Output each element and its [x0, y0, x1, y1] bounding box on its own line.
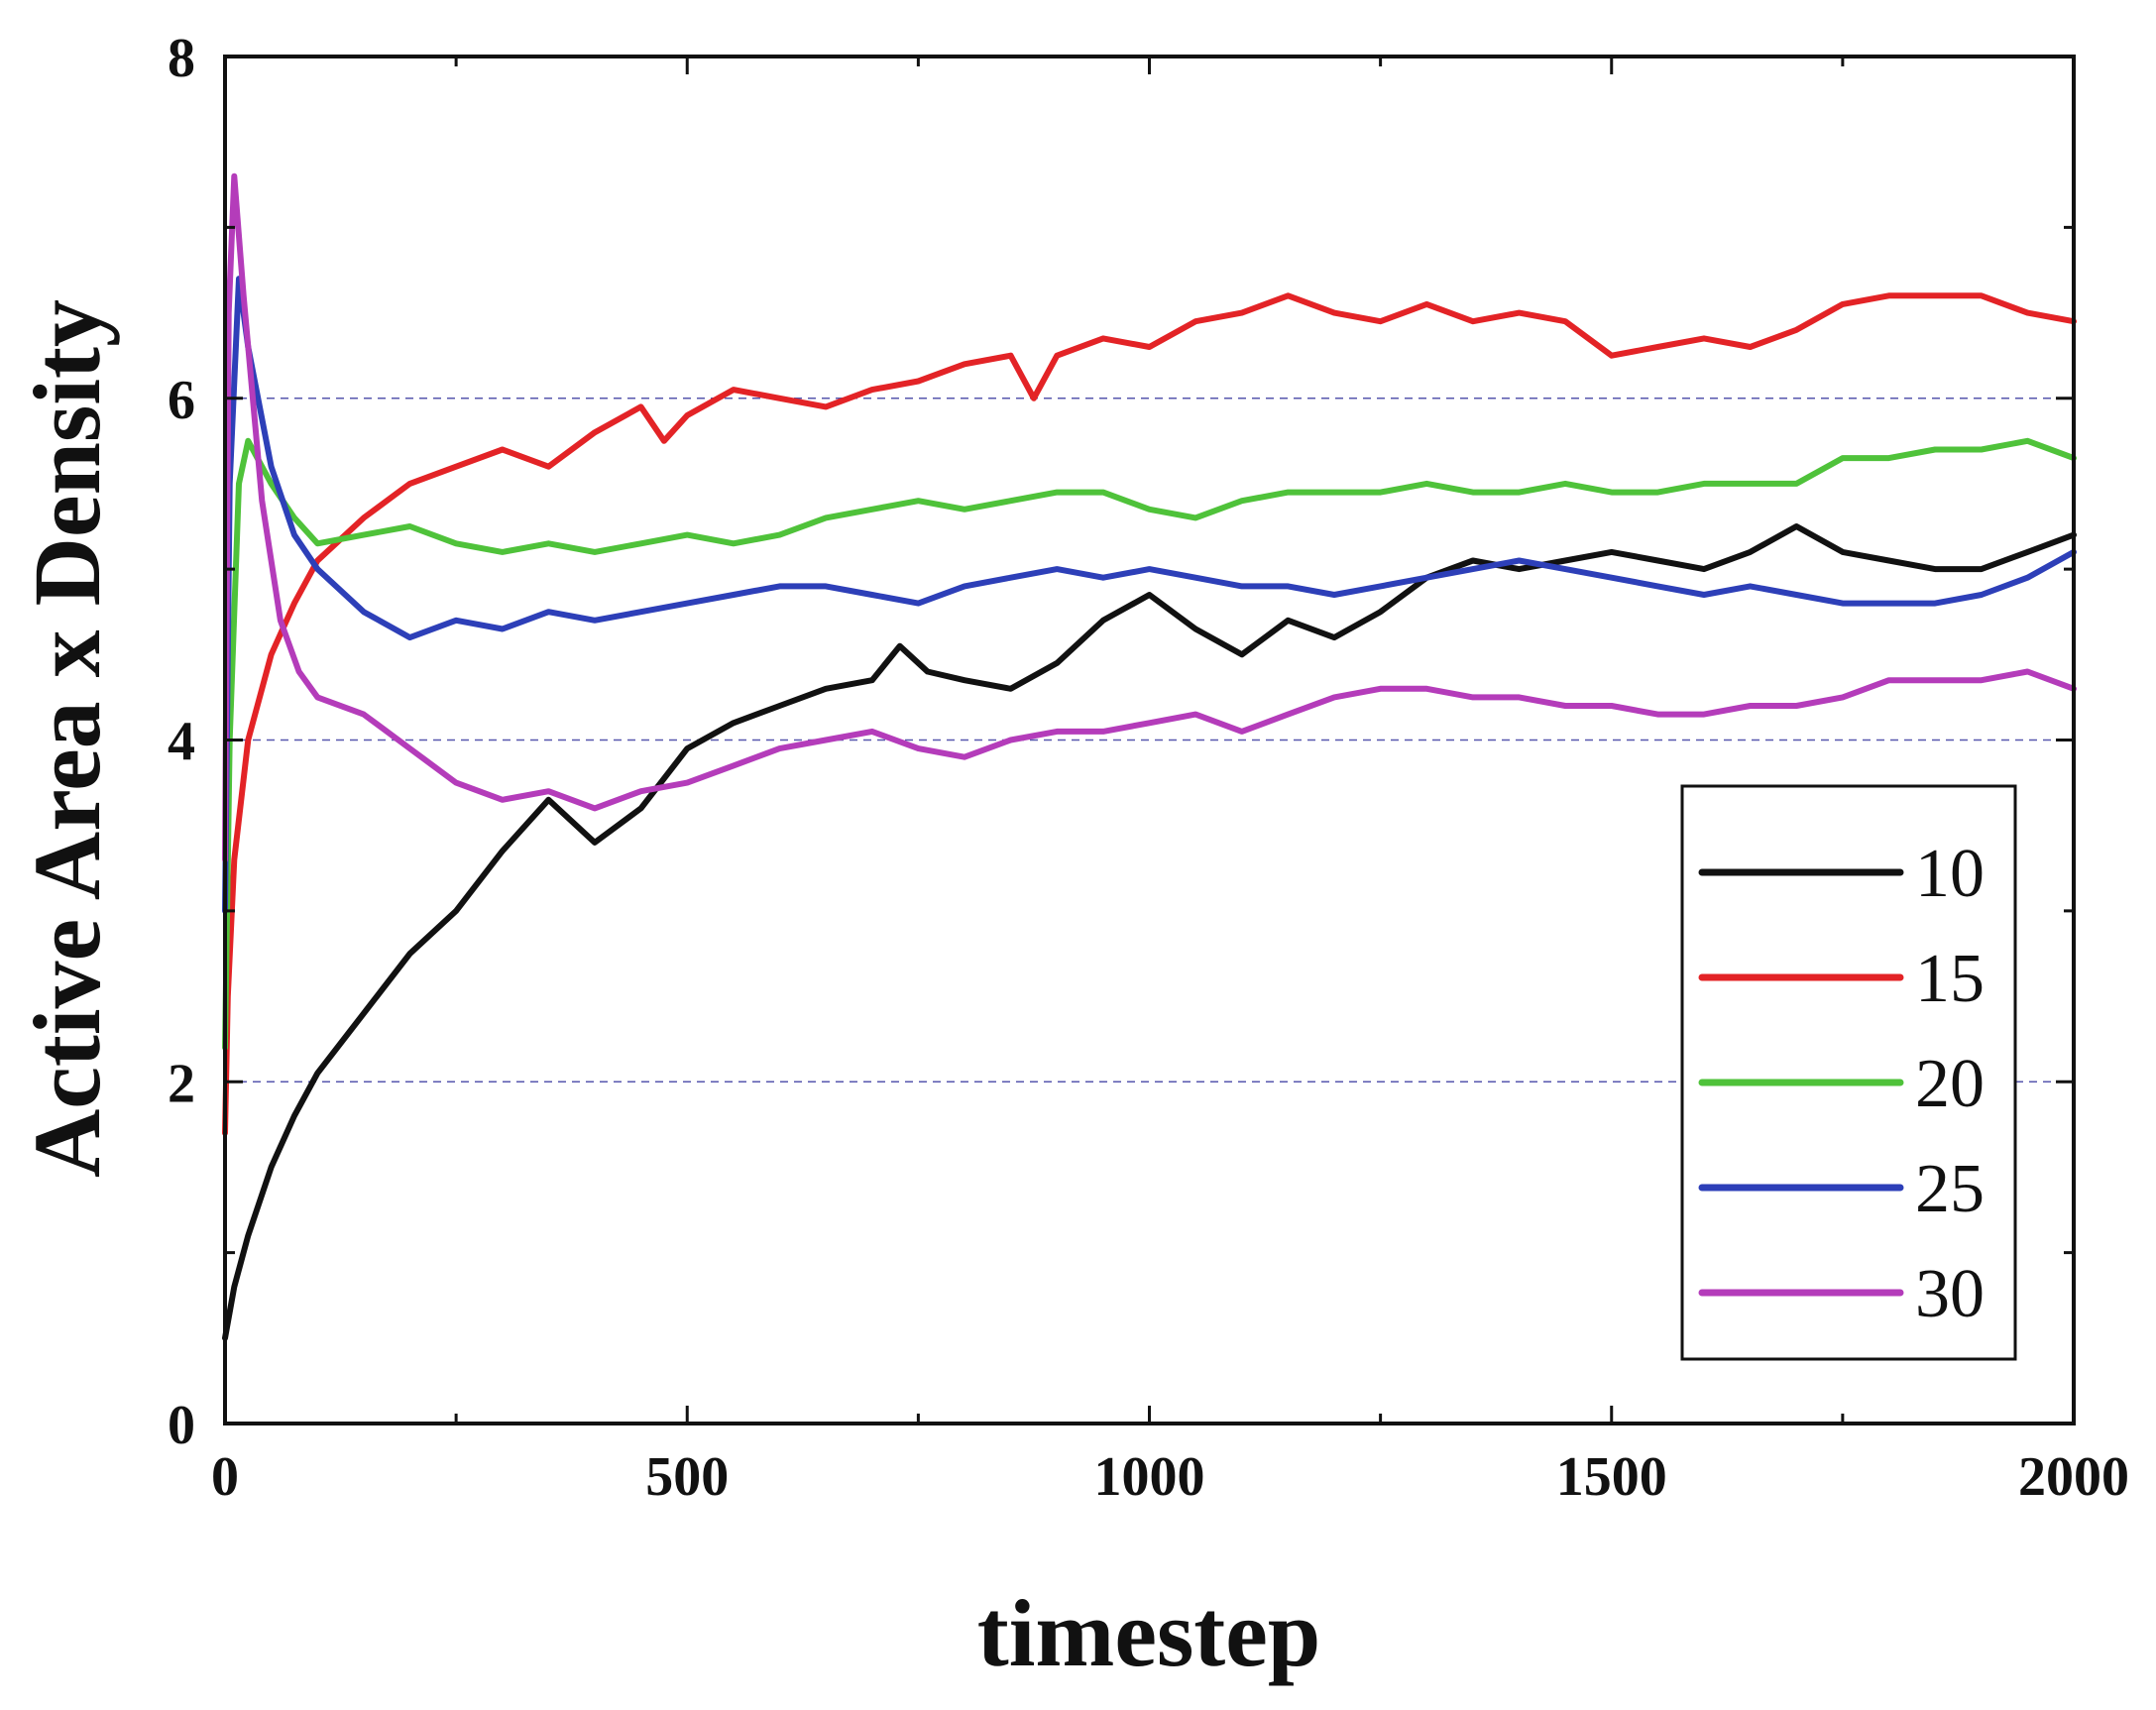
y-axis-title: Active Area x Density — [14, 299, 120, 1178]
y-tick-label: 8 — [168, 28, 195, 89]
x-tick-label: 500 — [645, 1446, 729, 1508]
x-tick-label: 0 — [211, 1446, 239, 1508]
legend-label-30: 30 — [1915, 1256, 1985, 1332]
series-line-30 — [222, 172, 2077, 863]
y-tick-label: 6 — [168, 370, 195, 431]
series-line-20 — [222, 437, 2077, 1051]
y-tick-label: 0 — [168, 1395, 195, 1456]
legend-box — [1680, 784, 2017, 1361]
series-lines — [222, 172, 2077, 1341]
legend-label-25: 25 — [1915, 1151, 1985, 1227]
x-tick-label: 1500 — [1556, 1446, 1667, 1508]
y-tick-label: 2 — [168, 1053, 195, 1114]
x-tick-label: 1000 — [1094, 1446, 1205, 1508]
series-line-15 — [222, 292, 2077, 1136]
legend-label-20: 20 — [1915, 1046, 1985, 1122]
legend-label-15: 15 — [1915, 941, 1985, 1017]
legend: 10 15 20 25 30 — [1680, 784, 2017, 1361]
axis-ticks: 0 500 1000 1500 2000 0 2 4 6 8 — [168, 28, 2129, 1508]
legend-label-10: 10 — [1915, 836, 1985, 912]
series-line-10 — [222, 523, 2077, 1341]
x-axis-title: timestep — [977, 1580, 1321, 1686]
y-tick-label: 4 — [168, 712, 195, 773]
x-tick-label: 2000 — [2018, 1446, 2129, 1508]
series-line-25 — [222, 276, 2077, 914]
